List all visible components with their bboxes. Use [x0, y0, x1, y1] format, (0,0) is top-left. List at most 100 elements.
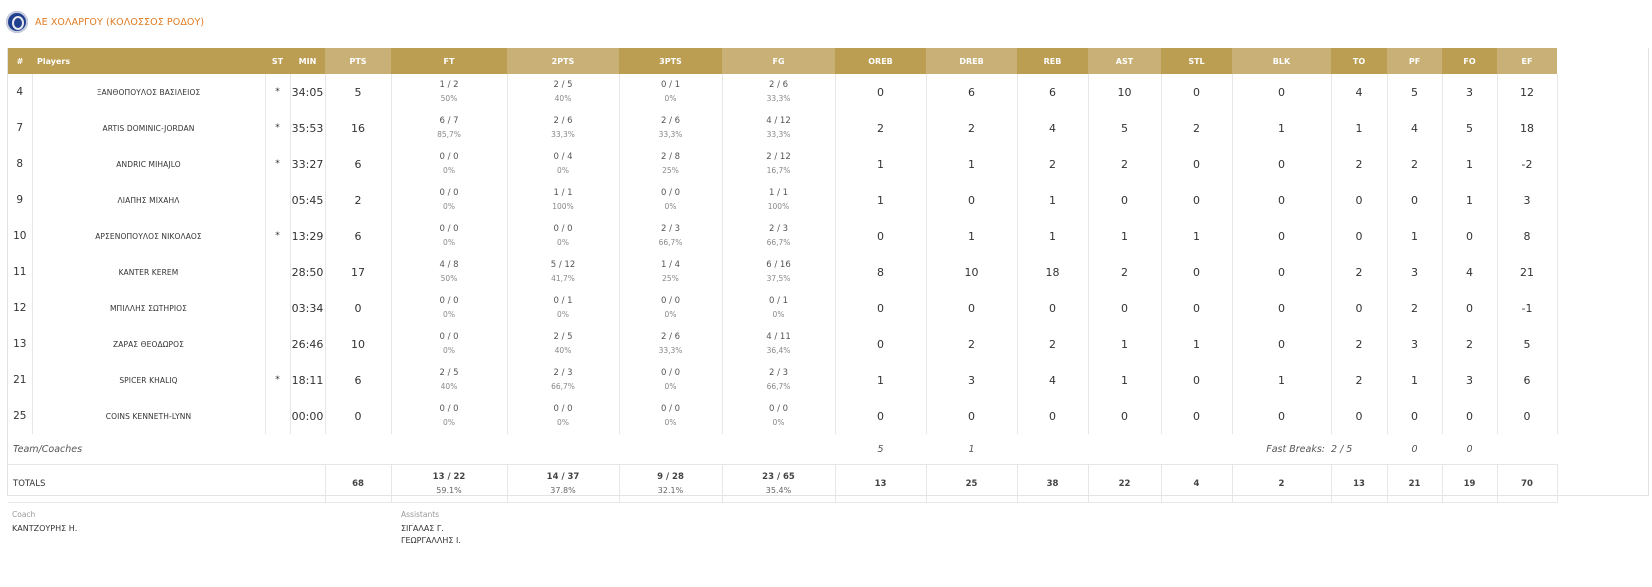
player-name[interactable]: COINS KENNETH-LYNN	[32, 398, 266, 434]
player-blk: 1	[1232, 110, 1332, 146]
player-fg-cell: 2 / 6 33,3%	[722, 74, 836, 110]
player-2pts-cell: 2 / 5 40%	[507, 326, 620, 362]
player-name[interactable]: ΜΠΙΛΛΗΣ ΣΩΤΗΡΙΟΣ	[32, 290, 266, 326]
player-starter: *	[265, 146, 291, 182]
player-3pts-pct: 0%	[664, 202, 677, 211]
player-ft-cell: 1 / 2 50%	[391, 74, 508, 110]
player-to: 1	[1331, 110, 1388, 146]
player-ast: 1	[1088, 362, 1162, 398]
player-pts: 6	[325, 218, 392, 254]
player-3pts-made: 2 / 6	[660, 116, 681, 126]
player-fg-cell: 0 / 1 0%	[722, 290, 836, 326]
player-3pts-cell: 2 / 8 25%	[619, 146, 723, 182]
player-name[interactable]: SPICER KHALIQ	[32, 362, 266, 398]
player-ast: 1	[1088, 218, 1162, 254]
fast-breaks-label: Fast Breaks:	[1266, 443, 1325, 455]
player-oreb: 2	[835, 110, 927, 146]
player-fo: 0	[1442, 398, 1498, 434]
player-2pts-made: 0 / 0	[553, 404, 573, 414]
totals-ef: 70	[1497, 464, 1558, 503]
player-ast: 0	[1088, 398, 1162, 434]
player-starter: *	[265, 74, 291, 110]
player-blk: 0	[1232, 290, 1332, 326]
col-header-blk: BLK	[1232, 48, 1331, 74]
player-pts: 5	[325, 74, 392, 110]
player-fg-cell: 2 / 3 66,7%	[722, 362, 836, 398]
table-row: 9 ΛΙΑΠΗΣ ΜΙΧΑΗΛ 05:45 2 0 / 0 0% 1 / 1 100% 0 / …	[8, 182, 1647, 218]
player-pf: 0	[1387, 182, 1443, 218]
player-number: 10	[8, 218, 33, 254]
player-ft-made: 0 / 0	[439, 224, 459, 234]
player-3pts-cell: 2 / 6 33,3%	[619, 326, 723, 362]
player-pf: 1	[1387, 362, 1443, 398]
player-fo: 3	[1442, 74, 1498, 110]
totals-2pts-pct: 37.8%	[550, 485, 576, 495]
player-2pts-made: 0 / 1	[553, 296, 573, 306]
team-name[interactable]: ΑΕ ΧΟΛΑΡΓΟΥ (ΚΟΛΟΣΣΟΣ ΡΟΔΟΥ)	[35, 16, 205, 28]
player-name[interactable]: ΞΑΝΘΟΠΟΥΛΟΣ ΒΑΣΙΛΕΙΟΣ	[32, 74, 266, 110]
table-row: 11 KANTER KEREM 28:50 17 4 / 8 50% 5 / 12 41,7%…	[8, 254, 1647, 290]
player-2pts-made: 2 / 6	[553, 116, 573, 126]
player-to: 4	[1331, 74, 1388, 110]
player-to: 0	[1331, 182, 1388, 218]
player-2pts-cell: 1 / 1 100%	[507, 182, 620, 218]
player-3pts-made: 0 / 1	[660, 80, 681, 90]
player-ast: 0	[1088, 290, 1162, 326]
player-2pts-cell: 2 / 6 33,3%	[507, 110, 620, 146]
player-name[interactable]: KANTER KEREM	[32, 254, 266, 290]
player-ft-cell: 0 / 0 0%	[391, 290, 508, 326]
player-ef: -1	[1497, 290, 1558, 326]
player-pts: 0	[325, 398, 392, 434]
player-ft-cell: 0 / 0 0%	[391, 146, 508, 182]
player-blk: 1	[1232, 362, 1332, 398]
player-ast: 1	[1088, 326, 1162, 362]
player-name[interactable]: ARTIS DOMINIC-JORDAN	[32, 110, 266, 146]
player-name[interactable]: ANDRIC MIHAJLO	[32, 146, 266, 182]
player-ft-made: 0 / 0	[439, 188, 459, 198]
player-fg-made: 2 / 6	[768, 80, 789, 90]
player-pts: 17	[325, 254, 392, 290]
player-2pts-cell: 2 / 3 66,7%	[507, 362, 620, 398]
player-fg-pct: 36,4%	[766, 346, 791, 355]
player-stl: 2	[1161, 110, 1233, 146]
player-ft-pct: 0%	[443, 166, 455, 175]
col-header-fg: FG	[722, 48, 835, 74]
player-3pts-cell: 0 / 0 0%	[619, 362, 723, 398]
player-ef: 0	[1497, 398, 1558, 434]
player-2pts-cell: 0 / 0 0%	[507, 398, 620, 434]
player-3pts-cell: 2 / 6 33,3%	[619, 110, 723, 146]
player-starter	[265, 290, 291, 326]
player-pts: 10	[325, 326, 392, 362]
player-minutes: 26:46	[290, 326, 326, 362]
player-blk: 0	[1232, 326, 1332, 362]
player-3pts-pct: 0%	[664, 418, 677, 427]
player-blk: 0	[1232, 254, 1332, 290]
player-stl: 0	[1161, 398, 1233, 434]
team-to: 0	[1411, 443, 1418, 455]
player-stl: 0	[1161, 290, 1233, 326]
player-fg-cell: 2 / 12 16,7%	[722, 146, 836, 182]
player-dreb: 2	[926, 326, 1018, 362]
player-ast: 2	[1088, 146, 1162, 182]
player-ft-made: 0 / 0	[439, 404, 459, 414]
player-oreb: 8	[835, 254, 927, 290]
player-ef: 3	[1497, 182, 1558, 218]
player-stl: 0	[1161, 362, 1233, 398]
player-oreb: 1	[835, 182, 927, 218]
assistants-block: Assistants ΣΙΓΑΛΑΣ Γ. ΓΕΩΡΓΑΛΛΗΣ Ι.	[401, 510, 461, 547]
team-pf: 0	[1466, 443, 1473, 455]
totals-reb: 38	[1017, 464, 1089, 503]
table-row: 13 ΖΑΡΑΣ ΘΕΟΔΩΡΟΣ 26:46 10 0 / 0 0% 2 / 5 40% 2 …	[8, 326, 1647, 362]
player-name[interactable]: ΛΙΑΠΗΣ ΜΙΧΑΗΛ	[32, 182, 266, 218]
player-starter: *	[265, 362, 291, 398]
player-to: 0	[1331, 290, 1388, 326]
player-name[interactable]: ΖΑΡΑΣ ΘΕΟΔΩΡΟΣ	[32, 326, 266, 362]
player-fg-pct: 66,7%	[766, 238, 791, 247]
player-fg-made: 4 / 11	[766, 332, 791, 342]
player-ef: -2	[1497, 146, 1558, 182]
player-ft-made: 2 / 5	[439, 368, 459, 378]
assistant-name: ΣΙΓΑΛΑΣ Γ.	[401, 524, 444, 533]
player-ft-cell: 6 / 7 85,7%	[391, 110, 508, 146]
player-name[interactable]: ΑΡΣΕΝΟΠΟΥΛΟΣ ΝΙΚΟΛΑΟΣ	[32, 218, 266, 254]
player-minutes: 35:53	[290, 110, 326, 146]
